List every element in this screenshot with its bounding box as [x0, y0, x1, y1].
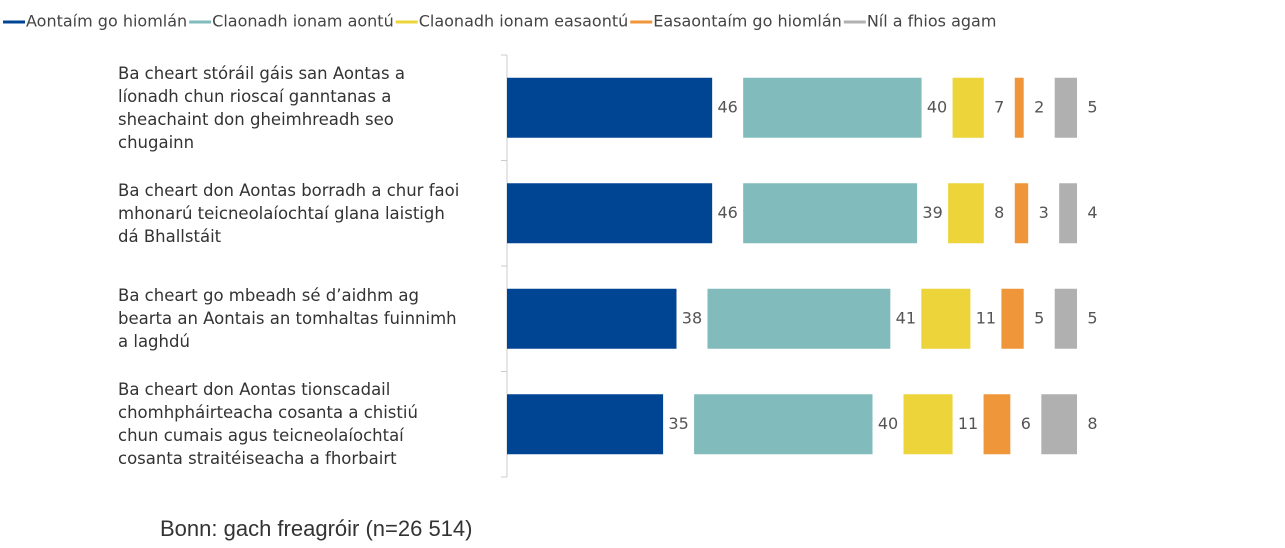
legend-label: Aontaím go hiomlán — [26, 12, 187, 31]
bar-segment — [507, 394, 664, 455]
bar-segment — [694, 394, 873, 455]
data-label: 40 — [878, 414, 898, 433]
bar-segment — [1059, 183, 1077, 244]
data-label: 8 — [994, 203, 1004, 222]
bar-segment — [507, 183, 713, 244]
category-label: Ba cheart go mbeadh sé d’aidhm ag bearta… — [118, 286, 457, 351]
base-note: Bonn: gach freagróir (n=26 514) — [160, 516, 473, 541]
legend-label: Claonadh ionam aontú — [212, 12, 394, 31]
data-label: 38 — [682, 308, 702, 327]
bar-segment — [948, 183, 984, 244]
category-label: Ba cheart don Aontas tionscadail chomhph… — [118, 380, 418, 468]
data-label: 5 — [1034, 308, 1044, 327]
data-label: 11 — [976, 308, 996, 327]
data-label: 39 — [922, 203, 942, 222]
data-label: 5 — [1087, 308, 1097, 327]
legend-label: Claonadh ionam easaontú — [419, 12, 629, 31]
data-label: 35 — [668, 414, 688, 433]
bar-segment — [743, 183, 918, 244]
data-label: 8 — [1087, 414, 1097, 433]
data-label: 46 — [717, 97, 737, 116]
data-label: 46 — [717, 203, 737, 222]
data-label: 4 — [1087, 203, 1097, 222]
bar-segment — [952, 77, 984, 138]
bar-segment — [1041, 394, 1077, 455]
data-label: 5 — [1087, 97, 1097, 116]
bar-segment — [507, 288, 677, 349]
bar-segment — [1054, 288, 1077, 349]
bar-segment — [1054, 77, 1077, 138]
legend-label: Easaontaím go hiomlán — [653, 12, 842, 31]
bar-segment — [707, 288, 891, 349]
bar-segment — [983, 394, 1011, 455]
bar-segment — [507, 77, 713, 138]
data-label: 6 — [1021, 414, 1031, 433]
data-label: 41 — [896, 308, 916, 327]
bar-segment — [903, 394, 953, 455]
bar-segment — [1001, 288, 1024, 349]
bar-segment — [743, 77, 922, 138]
data-label: 2 — [1034, 97, 1044, 116]
category-label: Ba cheart stóráil gáis san Aontas a líon… — [118, 63, 405, 152]
category-label: Ba cheart don Aontas borradh a chur faoi… — [118, 180, 460, 246]
data-label: 11 — [958, 414, 978, 433]
bar-segment — [1014, 183, 1029, 244]
data-label: 7 — [994, 97, 1004, 116]
legend-label: Níl a fhios agam — [867, 12, 997, 31]
bar-segment — [921, 288, 971, 349]
data-label: 40 — [927, 97, 947, 116]
data-label: 3 — [1039, 203, 1049, 222]
bar-segment — [1014, 77, 1024, 138]
